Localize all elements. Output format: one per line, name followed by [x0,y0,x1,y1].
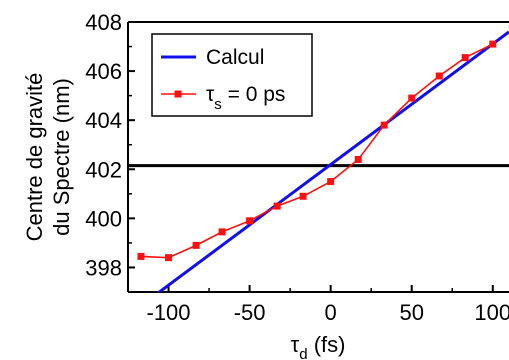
y-axis-title-line1: Centre de gravité [22,73,47,242]
data-point [137,252,145,260]
legend-measured-label: τs = 0 ps [206,83,285,113]
y-tick-label: 404 [85,108,122,133]
data-point [327,178,335,186]
x-axis-title: τd (fs) [291,332,346,360]
y-tick-label: 406 [85,59,122,84]
legend-tau-subscript: s [214,96,222,113]
y-ticks: 398 400 402 404 406 408 [85,10,135,280]
legend: Calcul τs = 0 ps [151,33,313,117]
x-tick-label: -100 [147,300,191,325]
data-point [380,121,388,129]
legend-box [151,33,313,117]
data-point [489,40,497,48]
data-point [165,254,173,262]
y-tick-label: 402 [85,157,122,182]
series-measured-line [140,43,494,259]
data-point [435,72,443,80]
legend-calcul-label: Calcul [206,46,264,69]
data-point [354,155,362,163]
y-axis-title-line2: du Spectre (nm) [49,78,74,236]
data-point [273,202,281,210]
x-tick-label: 50 [399,300,423,325]
data-point [299,192,307,200]
x-axis-title-subscript: d [299,346,307,360]
data-point [461,54,469,62]
data-point [192,241,200,249]
legend-tau-symbol: τ [206,83,215,106]
y-tick-label: 400 [85,206,122,231]
x-axis-title-symbol: τ [291,332,300,357]
plot-area [128,30,509,292]
legend-measured-marker [174,90,182,98]
y-tick-label: 398 [85,255,122,280]
data-point [246,217,254,225]
x-tick-label: 100 [474,300,509,325]
x-axis-title-unit: (fs) [308,332,346,357]
data-point [408,94,416,102]
x-tick-label: -50 [234,300,266,325]
y-tick-label: 408 [85,10,122,35]
x-tick-label: 0 [325,300,337,325]
legend-measured-suffix: = 0 ps [222,83,286,106]
series-calcul-line [156,30,509,292]
x-ticks: -100 -50 0 50 100 [147,285,509,325]
series-measured-markers [137,40,497,262]
data-point [218,228,226,236]
